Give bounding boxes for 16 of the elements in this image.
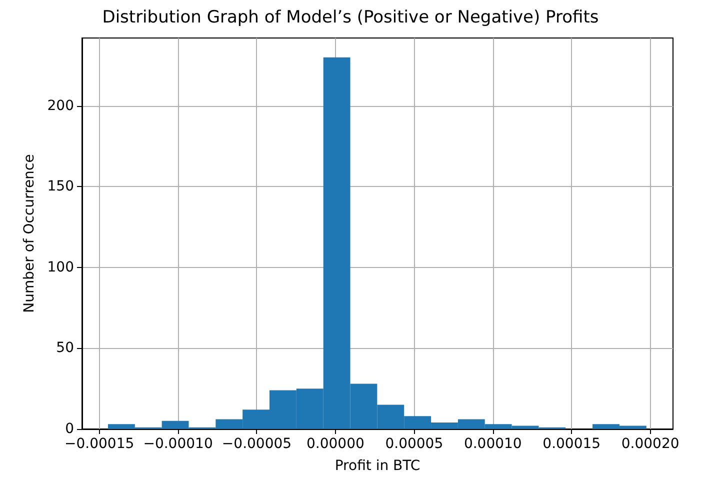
chart-title: Distribution Graph of Model’s (Positive or Negative) Profits <box>102 8 599 28</box>
y-tick-label: 0 <box>65 421 74 437</box>
y-tick-label: 100 <box>47 259 74 276</box>
x-tick-label: 0.00005 <box>385 436 444 452</box>
y-axis-title: Number of Occurrence <box>21 154 38 313</box>
x-tick-label: −0.00010 <box>143 436 213 452</box>
y-tick-label: 50 <box>56 340 74 356</box>
x-tick-label: −0.00005 <box>222 436 292 452</box>
y-tick-label: 150 <box>47 178 74 195</box>
x-tick-label: −0.00015 <box>64 436 134 452</box>
y-tick-label: 200 <box>47 98 74 114</box>
x-tick-label: 0.00000 <box>306 436 364 452</box>
x-tick-label: 0.00010 <box>464 436 522 452</box>
x-tick-label: 0.00020 <box>621 436 680 452</box>
x-axis-title: Profit in BTC <box>334 458 420 474</box>
x-tick-label: 0.00015 <box>542 436 601 452</box>
